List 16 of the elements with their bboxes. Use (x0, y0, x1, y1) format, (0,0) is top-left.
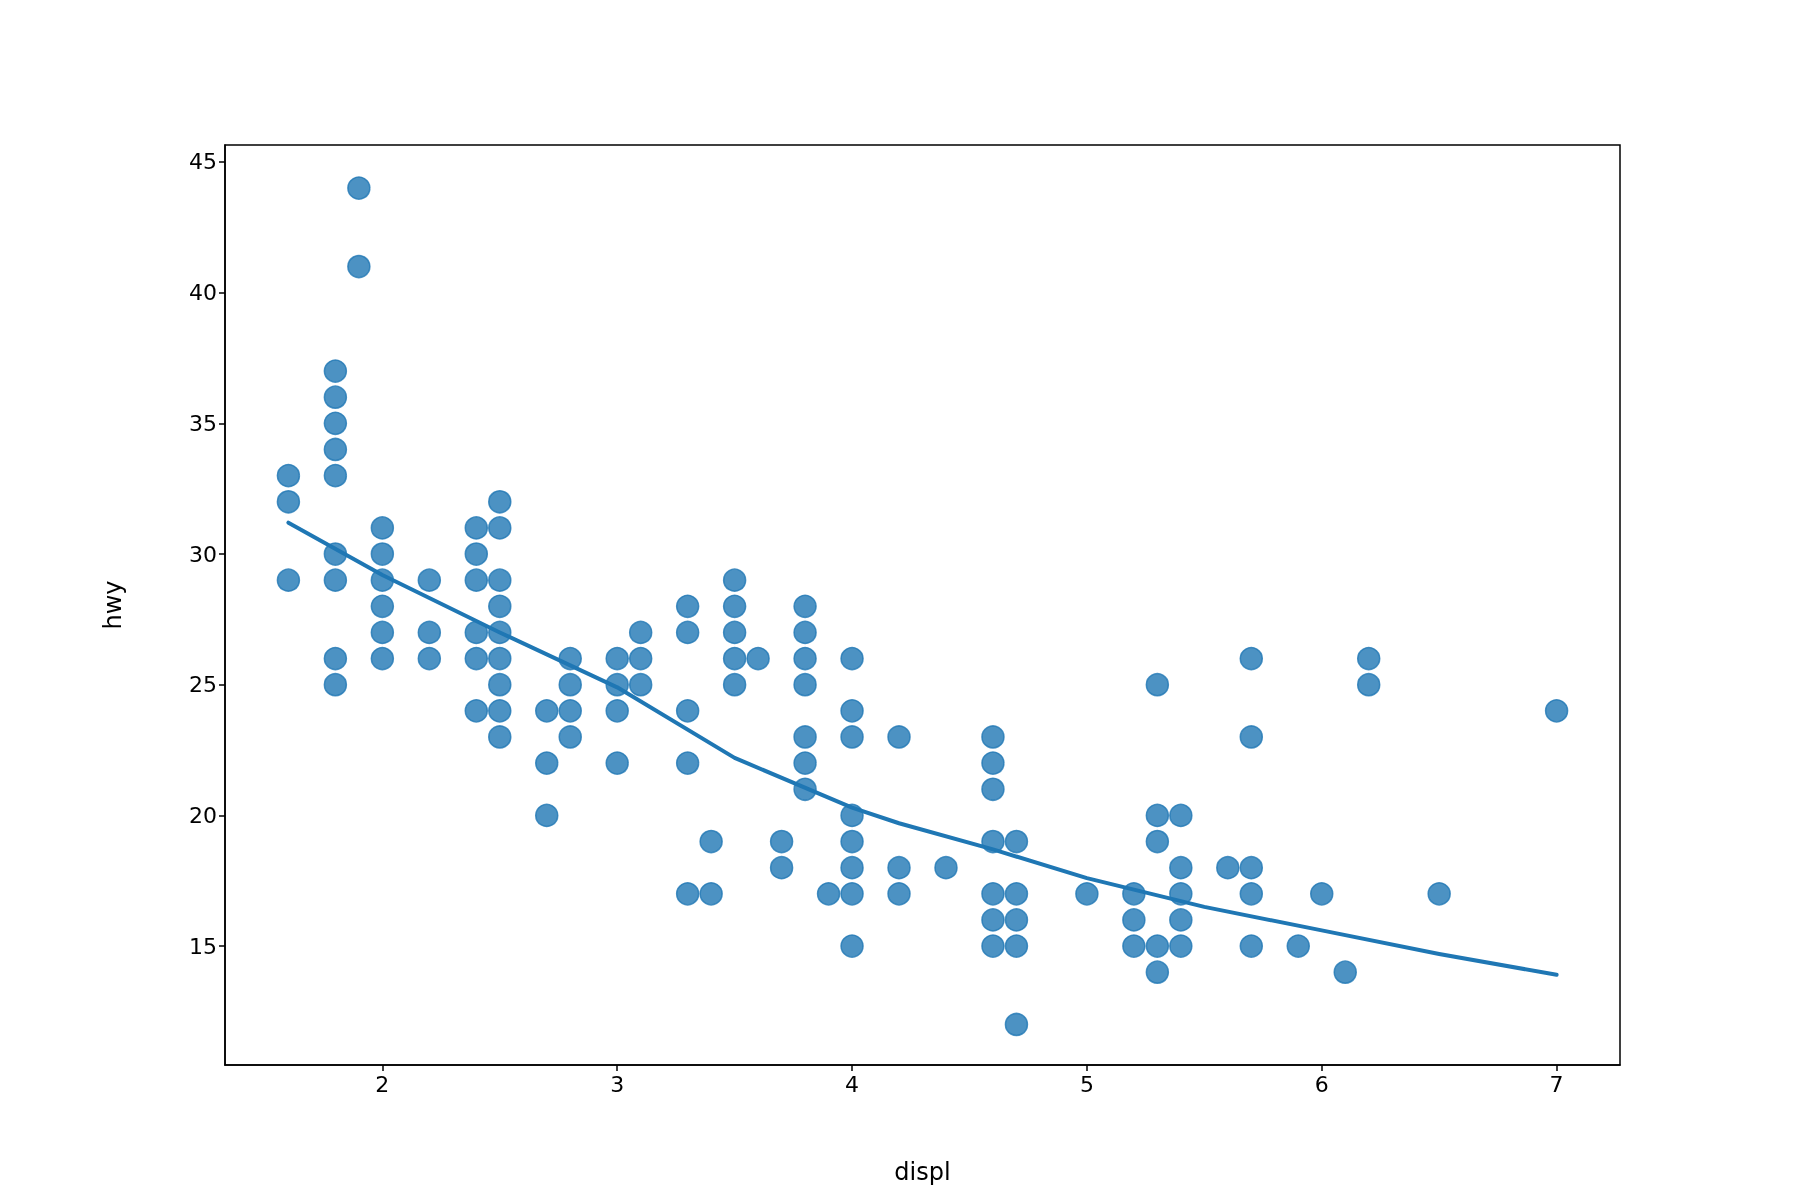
y-tick-label: 30 (189, 541, 217, 567)
x-tick-label: 4 (845, 1071, 860, 1097)
y-tick-label: 20 (189, 802, 217, 828)
y-tick-label: 25 (189, 672, 217, 698)
x-tick-label: 6 (1314, 1071, 1329, 1097)
y-axis-title: hwy (99, 580, 127, 630)
y-tick-label: 35 (189, 410, 217, 436)
y-tick-label: 40 (189, 280, 217, 306)
x-tick-label: 5 (1079, 1071, 1094, 1097)
x-tick-label: 3 (610, 1071, 625, 1097)
x-axis-title: displ (894, 1158, 951, 1186)
x-tick-label: 2 (375, 1071, 390, 1097)
x-tick-label: 7 (1549, 1071, 1564, 1097)
y-tick-label: 45 (189, 149, 217, 175)
line-series (286, 520, 1559, 977)
y-tick-label: 15 (189, 933, 217, 959)
